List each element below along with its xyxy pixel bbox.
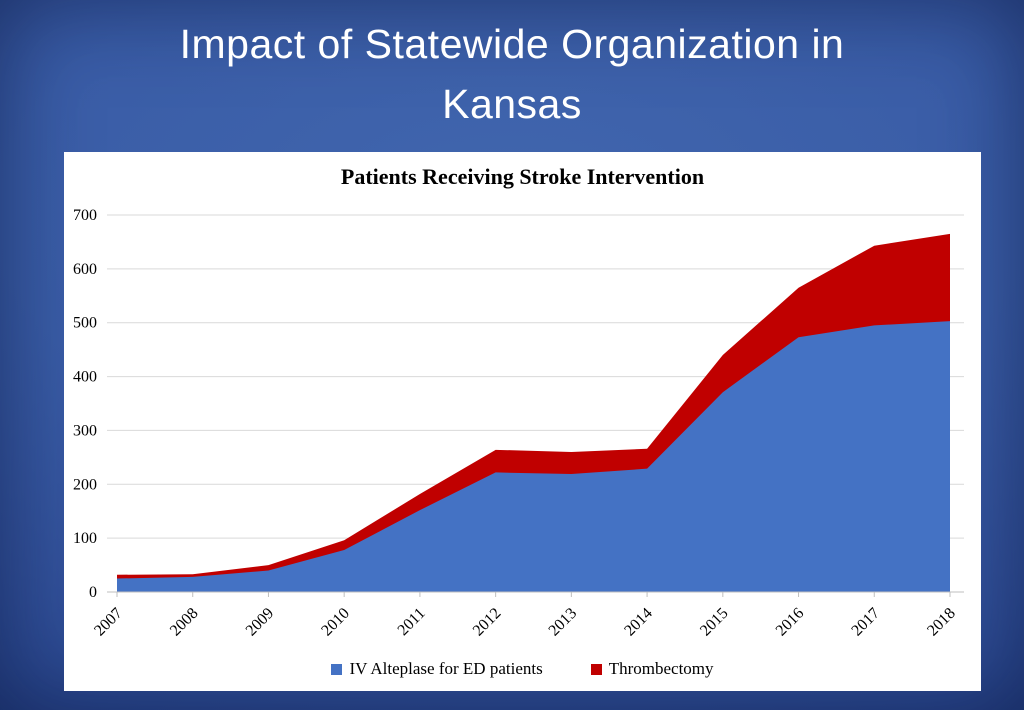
legend-item-thrombectomy: Thrombectomy	[590, 659, 714, 679]
x-axis-label: 2011	[395, 605, 429, 639]
slide-title-line-1: Impact of Statewide Organization in	[179, 21, 845, 67]
legend-label-thrombectomy: Thrombectomy	[608, 659, 714, 678]
x-axis-label: 2015	[697, 605, 732, 640]
thrombectomy-swatch-icon	[590, 663, 602, 675]
legend-item-alteplase: IV Alteplase for ED patients	[331, 659, 543, 679]
x-axis-label: 2010	[318, 605, 353, 640]
chart-title: Patients Receiving Stroke Intervention	[340, 164, 705, 189]
y-axis-label: 400	[73, 369, 97, 386]
y-axis-label: 200	[73, 476, 97, 493]
y-axis-label: 700	[73, 207, 97, 224]
x-axis-label: 2014	[621, 605, 656, 640]
alteplase-swatch-icon	[331, 663, 343, 675]
x-axis-label: 2016	[773, 605, 808, 640]
y-axis-label: 500	[73, 315, 97, 332]
slide-title: Impact of Statewide Organization in Kans…	[40, 14, 984, 134]
y-axis-label: 600	[73, 261, 97, 278]
chart-panel: Patients Receiving Stroke Intervention 0…	[64, 152, 981, 691]
chart-legend: IV Alteplase for ED patients Thrombectom…	[64, 659, 981, 679]
y-axis-label: 300	[73, 422, 97, 439]
legend-label-alteplase: IV Alteplase for ED patients	[349, 659, 543, 678]
x-axis-label: 2009	[243, 605, 278, 640]
slide-title-line-2: Kansas	[442, 81, 582, 127]
y-axis-label: 0	[89, 584, 97, 601]
y-axis-label: 100	[73, 530, 97, 547]
x-axis-label: 2007	[91, 605, 126, 640]
x-axis-label: 2012	[470, 605, 505, 640]
x-axis-label: 2013	[546, 605, 581, 640]
x-axis-label: 2008	[167, 605, 202, 640]
alteplase-area	[117, 321, 950, 592]
stroke-intervention-chart: 0 100 200 300 400 500 600 700 2007 2008 2009 2010 20…	[73, 207, 964, 640]
x-axis-label: 2017	[848, 605, 883, 640]
x-axis-label: 2018	[924, 605, 959, 640]
